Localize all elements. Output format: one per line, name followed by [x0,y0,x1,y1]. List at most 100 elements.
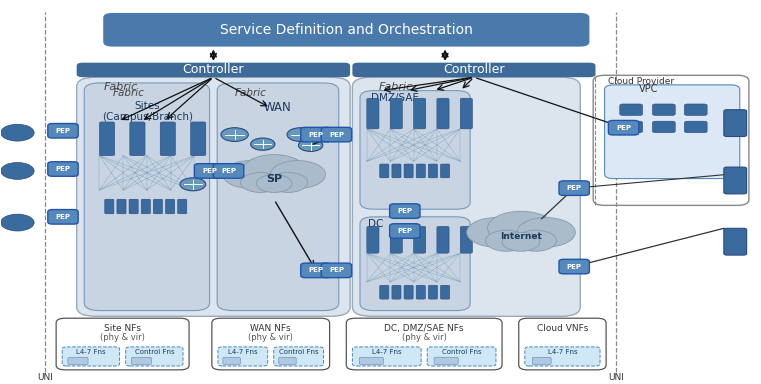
FancyBboxPatch shape [103,13,589,46]
Circle shape [1,214,34,231]
FancyBboxPatch shape [279,357,296,364]
FancyBboxPatch shape [117,199,126,214]
FancyBboxPatch shape [392,285,401,299]
Text: DC, DMZ/SAE NFs: DC, DMZ/SAE NFs [384,324,464,333]
FancyBboxPatch shape [390,98,403,129]
Circle shape [180,178,205,191]
Text: PEP: PEP [329,132,344,137]
FancyBboxPatch shape [132,357,151,364]
FancyBboxPatch shape [217,83,339,311]
FancyBboxPatch shape [416,285,425,299]
FancyBboxPatch shape [390,224,420,238]
FancyBboxPatch shape [608,121,638,135]
Text: PEP: PEP [56,166,71,172]
FancyBboxPatch shape [392,164,401,178]
Text: PEP: PEP [567,185,581,191]
FancyBboxPatch shape [301,263,331,278]
Text: PEP: PEP [329,267,344,273]
FancyBboxPatch shape [404,285,413,299]
Text: PEP: PEP [616,125,631,131]
FancyBboxPatch shape [359,357,384,364]
FancyBboxPatch shape [724,167,747,194]
Circle shape [517,218,575,247]
FancyBboxPatch shape [559,259,589,274]
FancyBboxPatch shape [77,77,350,316]
FancyBboxPatch shape [428,164,438,178]
Text: DC: DC [368,220,384,230]
Text: PEP: PEP [567,263,581,270]
Circle shape [223,161,278,189]
FancyBboxPatch shape [321,127,352,142]
FancyBboxPatch shape [126,347,183,366]
FancyBboxPatch shape [367,98,379,129]
FancyBboxPatch shape [441,164,450,178]
FancyBboxPatch shape [77,63,350,77]
Text: WAN: WAN [264,101,291,114]
Text: Cloud Provider: Cloud Provider [608,77,674,86]
FancyBboxPatch shape [684,121,707,133]
Text: Fabric: Fabric [103,82,138,92]
FancyBboxPatch shape [724,228,747,255]
Text: L4-7 Fns: L4-7 Fns [372,349,402,355]
Text: Control Fns: Control Fns [279,349,318,355]
FancyBboxPatch shape [619,121,642,133]
FancyBboxPatch shape [346,318,502,370]
Circle shape [1,162,34,179]
FancyBboxPatch shape [154,199,163,214]
FancyBboxPatch shape [413,98,425,129]
Text: Sites
(Campus/Branch): Sites (Campus/Branch) [102,101,193,122]
Circle shape [287,128,314,141]
FancyBboxPatch shape [404,164,413,178]
Text: PEP: PEP [397,228,412,234]
FancyBboxPatch shape [48,124,78,138]
Text: Fabric: Fabric [234,88,266,98]
Circle shape [298,139,323,151]
Text: (phy & vir): (phy & vir) [402,333,447,342]
Circle shape [466,218,525,247]
Text: PEP: PEP [221,168,236,174]
FancyBboxPatch shape [360,217,470,311]
FancyBboxPatch shape [161,122,175,156]
FancyBboxPatch shape [142,199,151,214]
Text: (phy & vir): (phy & vir) [100,333,145,342]
FancyBboxPatch shape [428,285,438,299]
FancyBboxPatch shape [62,347,119,366]
FancyBboxPatch shape [437,227,449,253]
Text: Fabric: Fabric [113,88,145,98]
Text: Controller: Controller [183,63,244,76]
FancyBboxPatch shape [56,318,189,370]
FancyBboxPatch shape [533,357,551,364]
Text: PEP: PEP [308,132,323,137]
Circle shape [488,211,555,245]
FancyBboxPatch shape [390,204,420,218]
Text: L4-7 Fns: L4-7 Fns [548,349,578,355]
Text: DMZ/SAE: DMZ/SAE [371,93,419,103]
FancyBboxPatch shape [724,110,747,136]
FancyBboxPatch shape [274,347,323,366]
Text: SP: SP [266,174,282,184]
FancyBboxPatch shape [380,285,389,299]
Circle shape [250,138,275,150]
FancyBboxPatch shape [68,357,88,364]
Circle shape [270,161,326,189]
FancyBboxPatch shape [390,227,403,253]
FancyBboxPatch shape [177,199,186,214]
FancyBboxPatch shape [427,347,496,366]
Text: PEP: PEP [202,168,217,174]
FancyBboxPatch shape [190,122,205,156]
FancyBboxPatch shape [223,357,240,364]
Text: UNI: UNI [608,373,624,382]
FancyBboxPatch shape [352,347,421,366]
FancyBboxPatch shape [166,199,174,214]
Circle shape [1,124,34,141]
Text: UNI: UNI [37,373,53,382]
FancyBboxPatch shape [460,227,473,253]
Circle shape [268,172,307,192]
Circle shape [243,155,306,187]
FancyBboxPatch shape [194,164,224,178]
Text: Site NFs: Site NFs [104,324,141,333]
Text: WAN NFs: WAN NFs [250,324,291,333]
Text: PEP: PEP [56,214,71,220]
Circle shape [502,232,540,251]
FancyBboxPatch shape [352,77,581,316]
